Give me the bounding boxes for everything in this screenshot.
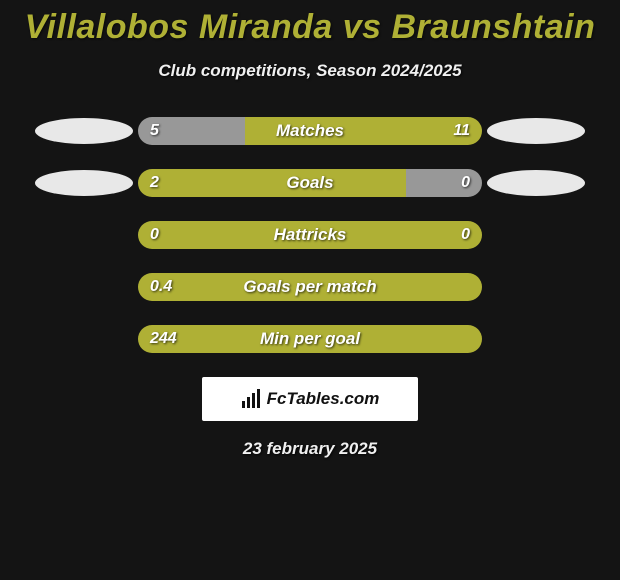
bar-segment-right (406, 169, 482, 197)
bars-icon (241, 389, 263, 409)
bar-segment-left (138, 273, 482, 301)
stat-bar: 00Hattricks (138, 221, 482, 249)
date-line: 23 february 2025 (0, 439, 620, 459)
team-badge-left (30, 170, 138, 196)
stat-value-left: 5 (150, 117, 159, 145)
stat-value-right: 11 (453, 117, 470, 145)
stat-value-left: 0.4 (150, 273, 172, 301)
team-badge-right (482, 118, 590, 144)
team-badge-right (482, 170, 590, 196)
stat-value-left: 244 (150, 325, 177, 353)
team-badge-left (30, 118, 138, 144)
badge-oval-icon (35, 118, 133, 144)
stat-row: 511Matches (0, 117, 620, 145)
badge-oval-icon (35, 170, 133, 196)
stat-bar: 20Goals (138, 169, 482, 197)
stats-list: 511Matches20Goals00Hattricks0.4Goals per… (0, 117, 620, 353)
stat-row: 00Hattricks (0, 221, 620, 249)
bar-segment-right (245, 117, 482, 145)
stat-row: 244Min per goal (0, 325, 620, 353)
badge-oval-icon (487, 118, 585, 144)
stat-row: 20Goals (0, 169, 620, 197)
stat-row: 0.4Goals per match (0, 273, 620, 301)
attribution-badge: FcTables.com (202, 377, 418, 421)
stat-value-right: 0 (461, 221, 470, 249)
badge-oval-icon (487, 170, 585, 196)
stat-bar: 511Matches (138, 117, 482, 145)
bar-segment-left (138, 221, 482, 249)
page-title: Villalobos Miranda vs Braunshtain (0, 8, 620, 47)
bar-segment-left (138, 325, 482, 353)
stat-value-left: 0 (150, 221, 159, 249)
bar-segment-left (138, 169, 406, 197)
attribution-text: FcTables.com (267, 389, 380, 409)
comparison-card: Villalobos Miranda vs Braunshtain Club c… (0, 0, 620, 459)
stat-value-right: 0 (461, 169, 470, 197)
subtitle: Club competitions, Season 2024/2025 (0, 61, 620, 81)
stat-value-left: 2 (150, 169, 159, 197)
stat-bar: 244Min per goal (138, 325, 482, 353)
stat-bar: 0.4Goals per match (138, 273, 482, 301)
